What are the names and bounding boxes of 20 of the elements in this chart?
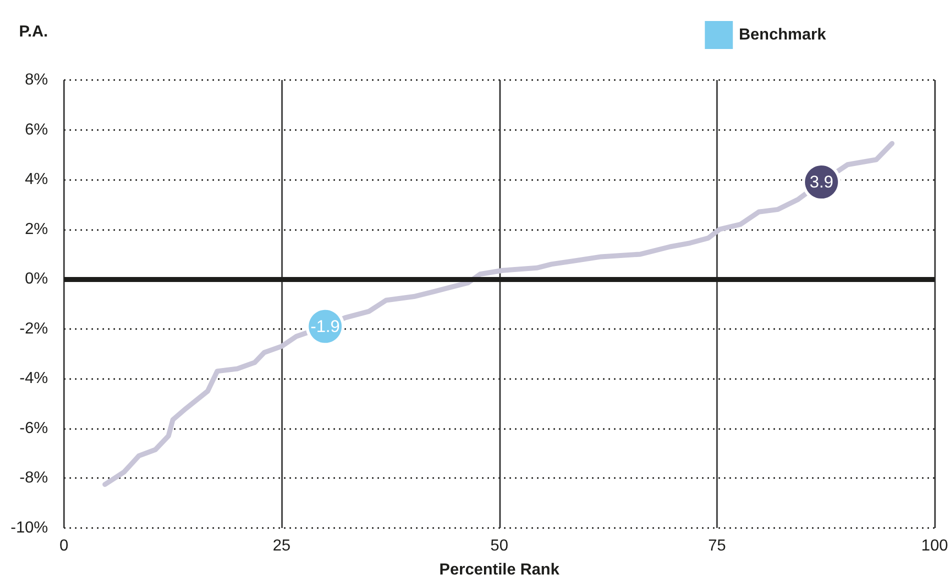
y-tick-label: 6% [24, 121, 48, 138]
y-tick-label: 2% [24, 220, 48, 238]
y-tick-label: -8% [20, 470, 48, 487]
x-axis-title: Percentile Rank [439, 562, 560, 578]
y-tick-label: -2% [20, 320, 48, 338]
data-label: 3.9 [810, 172, 834, 192]
y-tick-label: 0% [24, 270, 48, 288]
x-tick-label: 25 [272, 538, 291, 554]
y-tick-label: -10% [10, 520, 48, 536]
x-tick-label: 75 [708, 538, 726, 554]
y-tick-label: 4% [24, 171, 48, 188]
y-tick-label: -6% [20, 420, 48, 437]
y-axis-title: P.A. [18, 24, 48, 40]
y-tick-label: -4% [20, 370, 48, 388]
x-tick-label: 50 [490, 538, 508, 554]
data-label: -1.9 [310, 316, 340, 336]
y-tick-label: 8% [24, 72, 48, 88]
x-tick-label: 100 [921, 538, 948, 554]
legend-label: Benchmark [738, 26, 826, 44]
x-tick-label: 0 [60, 538, 69, 554]
